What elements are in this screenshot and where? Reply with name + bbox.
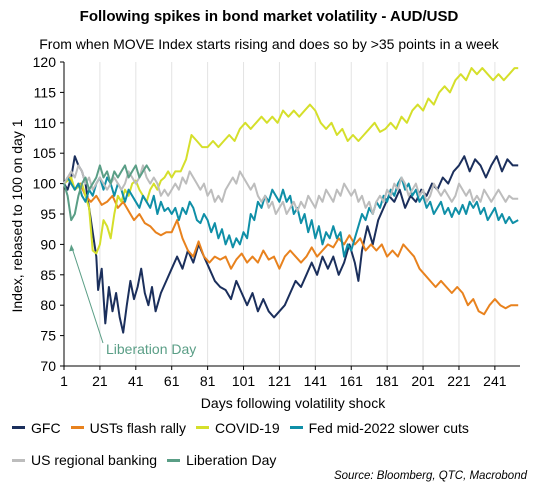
legend-label: GFC [31, 419, 61, 436]
x-tick-label: 181 [375, 373, 399, 389]
x-tick-label: 241 [483, 373, 507, 389]
y-tick-label: 100 [33, 176, 57, 192]
legend-swatch [70, 426, 84, 429]
legend-item: USTs flash rally [70, 417, 187, 439]
series-line-liberation-day [63, 164, 152, 222]
legend-item: Fed mid-2022 slower cuts [289, 417, 469, 439]
legend: GFC USTs flash rally COVID-19 Fed mid-2022 … [12, 416, 532, 481]
legend-swatch [12, 458, 25, 462]
y-tick-label: 85 [40, 267, 56, 283]
legend-swatch [12, 426, 25, 429]
y-tick-label: 120 [33, 54, 57, 70]
y-tick-labels: 70 75 80 85 90 95 100 105 110 115 120 [33, 54, 57, 374]
annotation-arrowhead [69, 244, 75, 252]
source-note: Source: Bloomberg, QTC, Macrobond [333, 470, 527, 482]
legend-swatch [196, 426, 210, 429]
y-axis-label: Index, rebased to 100 on day 1 [9, 119, 25, 312]
grid [63, 62, 496, 366]
x-tick-label: 1 [60, 373, 68, 389]
x-tick-label: 141 [304, 373, 328, 389]
y-tick-label: 70 [40, 358, 56, 374]
x-tick-label: 161 [340, 373, 364, 389]
legend-item: Liberation Day [167, 449, 276, 471]
y-tick-label: 105 [33, 145, 57, 161]
chart-title: Following spikes in bond market volatili… [79, 8, 459, 25]
x-tick-label: 21 [92, 373, 108, 389]
y-tick-label: 95 [40, 206, 56, 222]
legend-label: USTs flash rally [89, 419, 187, 436]
series-line-covid-19 [63, 67, 519, 255]
series-lines [63, 67, 519, 334]
legend-label: COVID-19 [215, 419, 280, 436]
legend-item: COVID-19 [196, 417, 280, 439]
annotation-label: Liberation Day [106, 341, 196, 357]
legend-label: Fed mid-2022 slower cuts [308, 419, 469, 436]
y-tick-label: 115 [34, 84, 57, 100]
x-tick-label: 81 [200, 373, 216, 389]
annotation-arrow [71, 248, 104, 344]
y-tick-label: 90 [40, 236, 56, 252]
x-tick-label: 61 [164, 373, 180, 389]
series-line-usts-flash-rally [63, 176, 519, 316]
y-tick-label: 80 [40, 297, 56, 313]
x-tick-label: 121 [268, 373, 292, 389]
x-tick-label: 201 [411, 373, 435, 389]
x-tick-label: 221 [447, 373, 471, 389]
axes [60, 61, 520, 370]
y-tick-label: 75 [40, 328, 56, 344]
legend-swatch [167, 458, 181, 462]
chart-subtitle: From when MOVE Index starts rising and d… [39, 36, 499, 52]
legend-item: GFC [12, 417, 61, 439]
x-tick-label: 101 [232, 373, 256, 389]
x-tick-labels: 1 21 41 61 81 101 121 141 161 181 201 221 241 [60, 373, 507, 389]
x-axis-label: Days following volatility shock [201, 395, 386, 411]
x-tick-label: 41 [128, 373, 144, 389]
legend-item: US regional banking [12, 449, 157, 471]
y-tick-label: 110 [34, 115, 57, 131]
annotation: Liberation Day [69, 244, 196, 357]
legend-label: Liberation Day [186, 452, 277, 468]
series-line-fed-mid-2022-slower-cuts [63, 176, 519, 258]
legend-swatch [289, 426, 303, 429]
legend-label: US regional banking [31, 452, 158, 468]
